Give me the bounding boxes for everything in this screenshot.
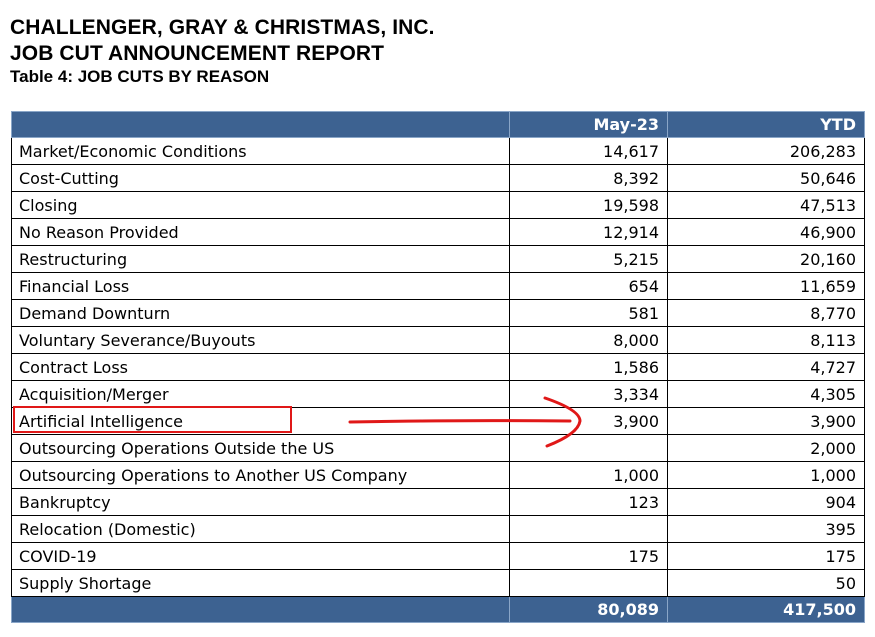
company-title: CHALLENGER, GRAY & CHRISTMAS, INC. xyxy=(10,16,435,39)
ytd-cell: 2,000 xyxy=(667,434,865,462)
ytd-cell: 50 xyxy=(667,569,865,597)
table-row: COVID-19 175 175 xyxy=(11,542,865,570)
ytd-cell: 4,305 xyxy=(667,380,865,408)
ytd-cell: 4,727 xyxy=(667,353,865,381)
may-23-cell: 175 xyxy=(509,542,668,570)
table-row: Outsourcing Operations to Another US Com… xyxy=(11,461,865,489)
may-23-cell: 8,392 xyxy=(509,164,668,192)
ytd-cell: 47,513 xyxy=(667,191,865,219)
table-row: Cost-Cutting 8,392 50,646 xyxy=(11,164,865,192)
may-23-cell: 8,000 xyxy=(509,326,668,354)
may-23-cell xyxy=(509,515,668,543)
totals-row: 80,089 417,500 xyxy=(11,596,865,623)
reason-cell: Bankruptcy xyxy=(11,488,510,516)
ytd-cell: 46,900 xyxy=(667,218,865,246)
table-row: Market/Economic Conditions 14,617 206,283 xyxy=(11,137,865,165)
table-row: No Reason Provided 12,914 46,900 xyxy=(11,218,865,246)
table-row: Closing 19,598 47,513 xyxy=(11,191,865,219)
table-title: Table 4: JOB CUTS BY REASON xyxy=(10,67,270,86)
may-23-cell: 1,000 xyxy=(509,461,668,489)
reason-cell: Supply Shortage xyxy=(11,569,510,597)
reason-cell: No Reason Provided xyxy=(11,218,510,246)
header-may-23: May-23 xyxy=(509,111,668,138)
reason-cell: Acquisition/Merger xyxy=(11,380,510,408)
header-ytd: YTD xyxy=(667,111,865,138)
table-row: Relocation (Domestic) 395 xyxy=(11,515,865,543)
may-23-cell: 123 xyxy=(509,488,668,516)
may-23-cell: 12,914 xyxy=(509,218,668,246)
may-23-cell: 5,215 xyxy=(509,245,668,273)
totals-may-23: 80,089 xyxy=(509,596,668,623)
reason-cell: Cost-Cutting xyxy=(11,164,510,192)
header-reason xyxy=(11,111,510,138)
may-23-cell: 3,334 xyxy=(509,380,668,408)
reason-cell: Financial Loss xyxy=(11,272,510,300)
may-23-cell: 1,586 xyxy=(509,353,668,381)
ytd-cell: 8,770 xyxy=(667,299,865,327)
may-23-cell: 581 xyxy=(509,299,668,327)
ytd-cell: 904 xyxy=(667,488,865,516)
ytd-cell: 395 xyxy=(667,515,865,543)
ytd-cell: 8,113 xyxy=(667,326,865,354)
ytd-cell: 20,160 xyxy=(667,245,865,273)
table-row: Restructuring 5,215 20,160 xyxy=(11,245,865,273)
table-row: Contract Loss 1,586 4,727 xyxy=(11,353,865,381)
ytd-cell: 11,659 xyxy=(667,272,865,300)
ytd-cell: 175 xyxy=(667,542,865,570)
reason-cell: Artificial Intelligence xyxy=(11,407,510,435)
reason-cell: Outsourcing Operations to Another US Com… xyxy=(11,461,510,489)
reason-cell: Relocation (Domestic) xyxy=(11,515,510,543)
ytd-cell: 206,283 xyxy=(667,137,865,165)
may-23-cell: 19,598 xyxy=(509,191,668,219)
table-row: Acquisition/Merger 3,334 4,305 xyxy=(11,380,865,408)
ytd-cell: 50,646 xyxy=(667,164,865,192)
may-23-cell xyxy=(509,434,668,462)
report-title: JOB CUT ANNOUNCEMENT REPORT xyxy=(10,42,385,65)
ytd-cell: 1,000 xyxy=(667,461,865,489)
table-row: Demand Downturn 581 8,770 xyxy=(11,299,865,327)
reason-cell: Closing xyxy=(11,191,510,219)
reason-cell: Restructuring xyxy=(11,245,510,273)
may-23-cell xyxy=(509,569,668,597)
may-23-cell: 14,617 xyxy=(509,137,668,165)
totals-label xyxy=(11,596,510,623)
may-23-cell: 654 xyxy=(509,272,668,300)
reason-cell: Voluntary Severance/Buyouts xyxy=(11,326,510,354)
table-row: Bankruptcy 123 904 xyxy=(11,488,865,516)
reason-cell: Market/Economic Conditions xyxy=(11,137,510,165)
may-23-cell: 3,900 xyxy=(509,407,668,435)
table-row: Supply Shortage 50 xyxy=(11,569,865,597)
table-row: Outsourcing Operations Outside the US 2,0… xyxy=(11,434,865,462)
table-row: Voluntary Severance/Buyouts 8,000 8,113 xyxy=(11,326,865,354)
table-row: Financial Loss 654 11,659 xyxy=(11,272,865,300)
totals-ytd: 417,500 xyxy=(667,596,865,623)
reason-cell: COVID-19 xyxy=(11,542,510,570)
job-cuts-table: May-23 YTD Market/Economic Conditions 14,… xyxy=(11,111,865,623)
table-header-row: May-23 YTD xyxy=(11,111,865,138)
reason-cell: Demand Downturn xyxy=(11,299,510,327)
ytd-cell: 3,900 xyxy=(667,407,865,435)
table-row: Artificial Intelligence 3,900 3,900 xyxy=(11,407,865,435)
reason-cell: Outsourcing Operations Outside the US xyxy=(11,434,510,462)
reason-cell: Contract Loss xyxy=(11,353,510,381)
